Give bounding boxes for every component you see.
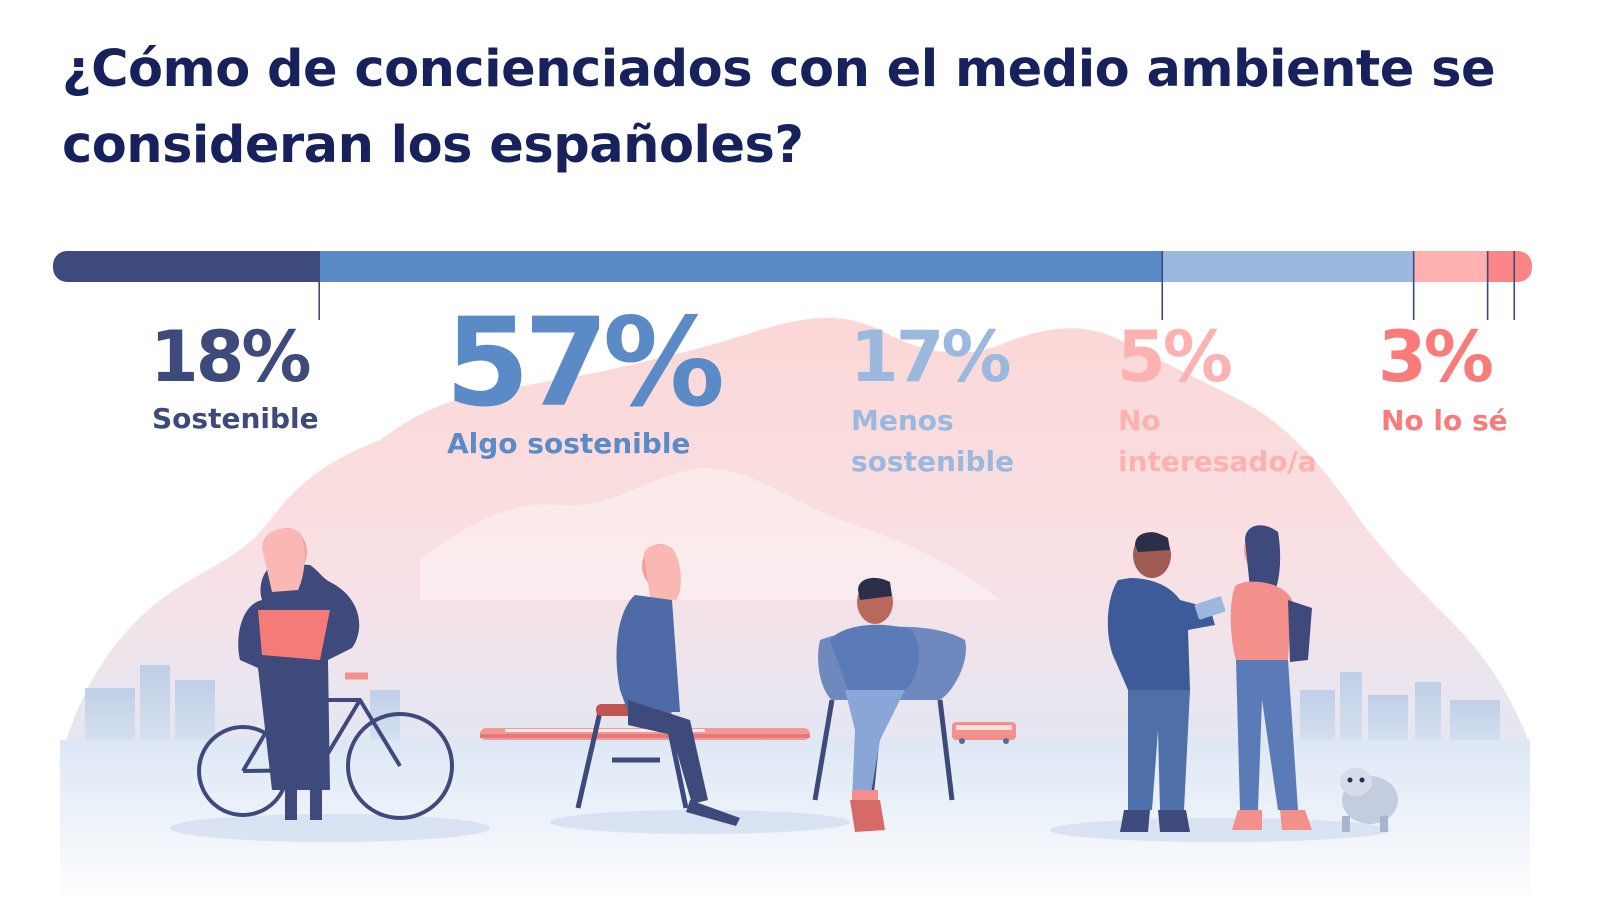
value-label-sostenible: 18% xyxy=(150,316,312,398)
bar-segment-algo-sostenible xyxy=(319,251,1163,282)
bus-icon xyxy=(952,722,1016,744)
bar-segment-no-interesado xyxy=(1413,251,1489,282)
value-label-no-lo-se: 3% xyxy=(1378,316,1494,398)
person-icon xyxy=(238,528,360,820)
chart-title: ¿Cómo de concienciados con el medio ambi… xyxy=(62,40,1496,175)
city-skyline-icon xyxy=(85,665,1500,748)
value-label-menos-sostenible: 17% xyxy=(850,316,1012,398)
dog-icon xyxy=(1340,768,1398,832)
train-icon xyxy=(480,728,810,740)
value-label-algo-sostenible: 57% xyxy=(445,292,725,434)
person-icon xyxy=(1107,532,1226,832)
category-label-no-interesado: No interesado/a xyxy=(1118,404,1317,478)
category-label-sostenible: Sostenible xyxy=(152,402,319,435)
person-icon xyxy=(616,544,740,826)
value-label-no-interesado: 5% xyxy=(1117,316,1233,398)
bar-segment-sostenible xyxy=(53,251,320,282)
stacked-bar xyxy=(53,251,1532,282)
person-icon xyxy=(1230,525,1312,830)
category-label-menos-sostenible: Menos sostenible xyxy=(851,404,1015,478)
bar-segment-menos-sostenible xyxy=(1162,251,1415,282)
bar-segment-no-lo-se xyxy=(1487,251,1532,282)
category-label-no-lo-se: No lo sé xyxy=(1381,404,1508,437)
person-icon xyxy=(830,577,919,832)
category-label-algo-sostenible: Algo sostenible xyxy=(447,427,691,460)
leader-lines xyxy=(318,251,1516,320)
